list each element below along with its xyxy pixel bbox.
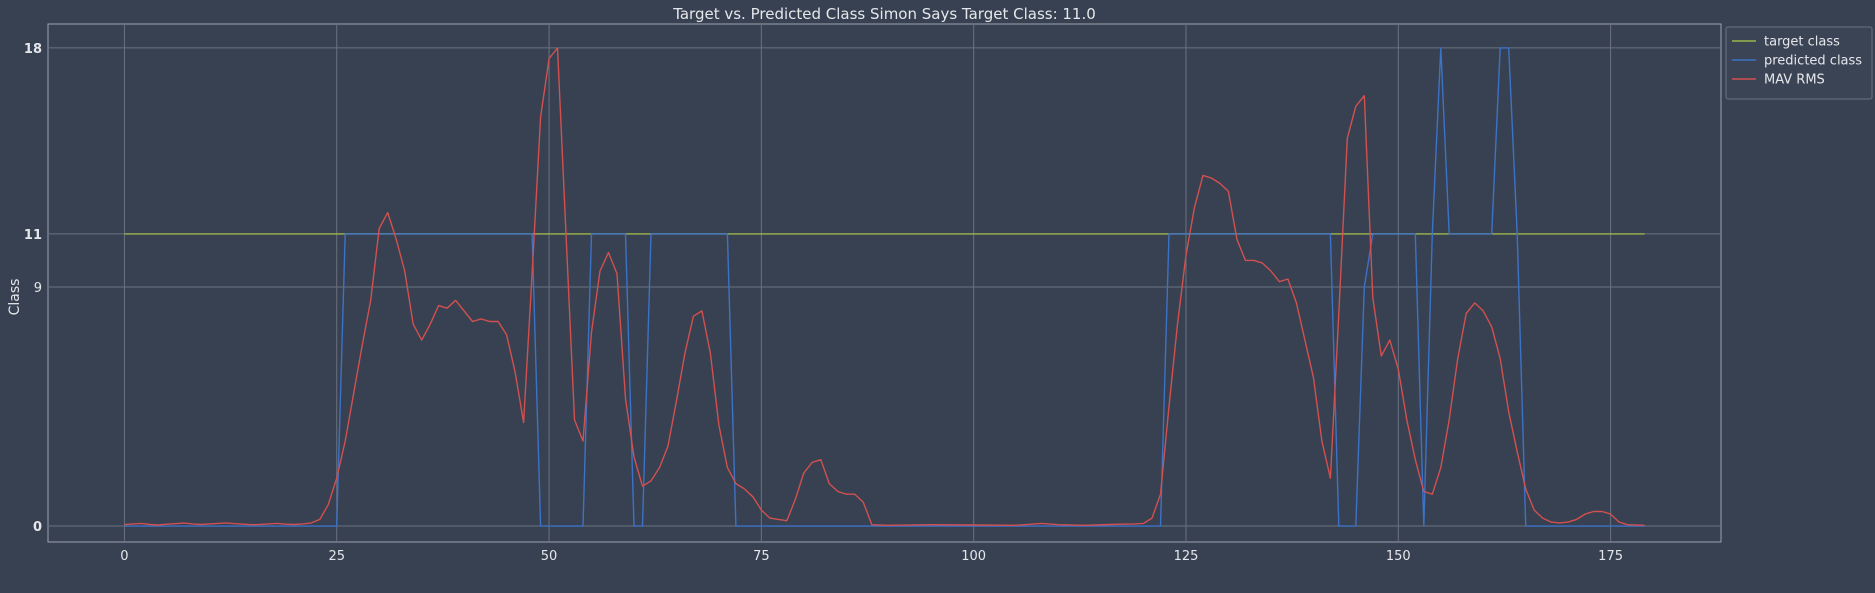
x-tick-label: 0	[120, 549, 128, 564]
grid	[48, 24, 1721, 542]
y-tick-labels: 0 9 11 18	[24, 42, 42, 535]
x-tick-label: 175	[1598, 549, 1623, 564]
y-tick-label: 18	[24, 42, 42, 57]
series-group	[124, 47, 1645, 527]
legend: target class predicted class MAV RMS	[1725, 26, 1873, 100]
x-tick-label: 25	[328, 549, 345, 564]
x-tick-label: 100	[961, 549, 986, 564]
x-tick-label: 50	[541, 549, 558, 564]
legend-box	[1725, 26, 1873, 100]
x-tick-label: 75	[753, 549, 770, 564]
series-line-predicted-class	[124, 47, 1645, 527]
chart-title: Target vs. Predicted Class Simon Says Ta…	[672, 5, 1096, 23]
y-tick-label: 11	[24, 228, 42, 243]
x-tick-label: 150	[1386, 549, 1411, 564]
y-tick-label: 9	[34, 281, 42, 296]
legend-label: predicted class	[1764, 54, 1862, 69]
series-line-mav-rms	[124, 47, 1645, 526]
legend-label: MAV RMS	[1764, 73, 1825, 88]
x-tick-label: 125	[1174, 549, 1199, 564]
x-tick-labels: 0 25 50 75 100 125 150 175	[120, 549, 1623, 564]
y-tick-label: 0	[33, 520, 42, 535]
y-axis-label: Class	[7, 279, 23, 316]
legend-label: target class	[1764, 35, 1840, 50]
plot-area	[47, 23, 1722, 543]
